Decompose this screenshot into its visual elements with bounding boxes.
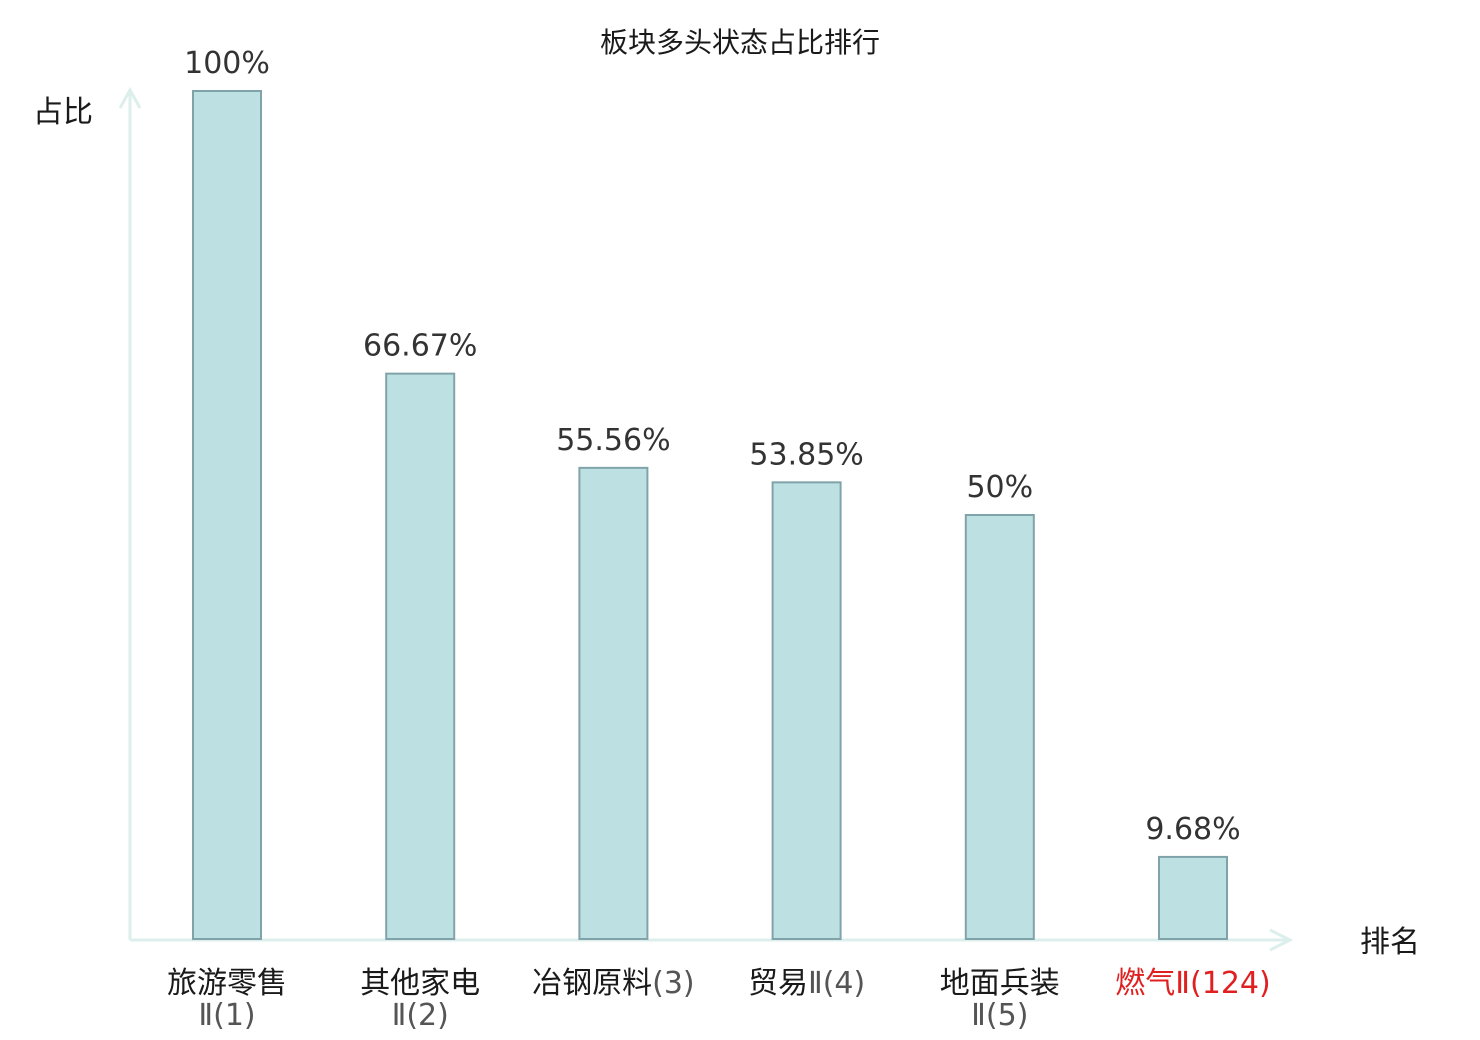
bar-value-label: 9.68% [1145,812,1240,847]
category-label: 冶钢原料(3) [532,966,695,1001]
bar-value-label: 50% [966,470,1033,505]
bar [385,372,456,940]
category-name: 旅游零售 [167,966,287,1001]
category-rank: Ⅱ(5) [971,998,1028,1033]
bar-value-label: 66.67% [363,329,477,364]
x-axis [130,928,1294,952]
category-name: 地面兵装 [940,966,1060,1001]
category-label: 贸易Ⅱ(4) [748,966,865,1001]
category-rank: Ⅱ(1) [198,998,255,1033]
bar [771,481,842,940]
value-labels-group: 100% 66.67% 55.56% 53.85% 50% 9.68% [184,46,1241,847]
chart-title: 板块多头状态占比排行 [600,26,880,59]
category-rank: Ⅱ(124) [1175,966,1270,1001]
svg-text:冶钢原料(3): 冶钢原料(3) [532,966,695,1001]
category-rank: Ⅱ(4) [808,966,865,1001]
category-rank: Ⅱ(2) [392,998,449,1033]
x-axis-label: 排名 [1360,925,1420,960]
bars-group [192,90,1228,940]
svg-text:燃气Ⅱ(124): 燃气Ⅱ(124) [1115,966,1270,1001]
bar-value-label: 55.56% [556,423,670,458]
bar [1158,855,1228,940]
y-axis [118,86,142,940]
bar-value-label: 53.85% [749,437,863,472]
bar-value-label: 100% [184,46,270,81]
svg-text:贸易Ⅱ(4): 贸易Ⅱ(4) [748,966,865,1001]
category-name: 贸易 [748,966,808,1001]
category-name: 其他家电 [360,966,480,1001]
category-name: 燃气 [1115,966,1175,1001]
bar [192,90,262,940]
category-label: 燃气Ⅱ(124) [1115,966,1270,1001]
category-rank: (3) [652,966,695,1001]
category-name: 冶钢原料 [532,966,652,1001]
y-axis-label: 占比 [33,95,93,130]
bar [578,466,649,940]
bar [964,514,1035,940]
